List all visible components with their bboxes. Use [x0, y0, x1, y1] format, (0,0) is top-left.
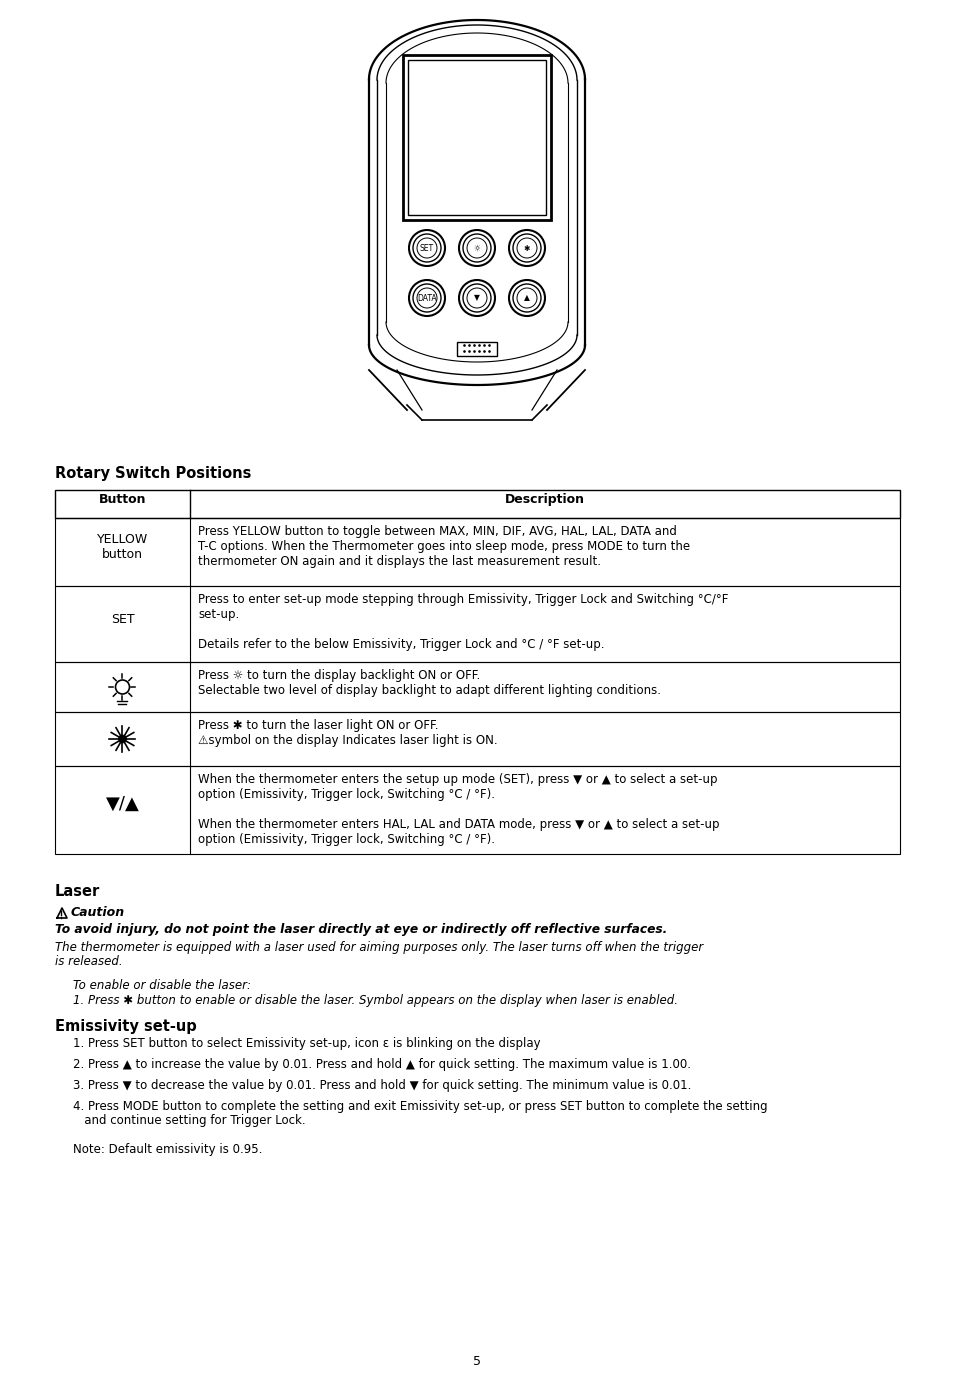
Text: ▼: ▼: [474, 293, 479, 303]
Bar: [402, 55, 551, 220]
Text: To avoid injury, do not point the laser directly at eye or indirectly off reflec: To avoid injury, do not point the laser …: [55, 923, 666, 936]
Text: ✱: ✱: [523, 243, 530, 253]
Text: To enable or disable the laser:: To enable or disable the laser:: [73, 978, 251, 992]
Bar: [55, 491, 899, 518]
Text: 2. Press ▲ to increase the value by 0.01. Press and hold ▲ for quick setting. Th: 2. Press ▲ to increase the value by 0.01…: [73, 1059, 690, 1071]
Bar: [55, 712, 899, 766]
Text: Laser: Laser: [55, 884, 100, 900]
Bar: [55, 518, 899, 586]
Text: Caution: Caution: [71, 907, 125, 919]
Text: When the thermometer enters the setup up mode (SET), press ▼ or ▲ to select a se: When the thermometer enters the setup up…: [198, 773, 719, 846]
Bar: [55, 662, 899, 712]
Text: SET: SET: [111, 612, 134, 626]
Text: ☼: ☼: [473, 243, 480, 253]
Text: ▼/▲: ▼/▲: [106, 795, 139, 813]
Text: 1. Press SET button to select Emissivity set-up, icon ε is blinking on the displ: 1. Press SET button to select Emissivity…: [73, 1036, 540, 1050]
Text: Emissivity set-up: Emissivity set-up: [55, 1019, 196, 1034]
Text: YELLOW
button: YELLOW button: [97, 533, 148, 561]
Text: 1. Press ✱ button to enable or disable the laser. Symbol appears on the display : 1. Press ✱ button to enable or disable t…: [73, 994, 678, 1007]
Text: DATA: DATA: [416, 293, 436, 303]
Text: 5: 5: [473, 1354, 480, 1368]
Bar: [55, 586, 899, 662]
Bar: [408, 59, 545, 216]
Text: Press ✱ to turn the laser light ON or OFF.
⚠symbol on the display Indicates lase: Press ✱ to turn the laser light ON or OF…: [198, 719, 497, 748]
Text: is released.: is released.: [55, 955, 123, 967]
Text: and continue setting for Trigger Lock.: and continue setting for Trigger Lock.: [73, 1114, 305, 1126]
Text: Press ☼ to turn the display backlight ON or OFF.
Selectable two level of display: Press ☼ to turn the display backlight ON…: [198, 669, 660, 697]
Text: The thermometer is equipped with a laser used for aiming purposes only. The lase: The thermometer is equipped with a laser…: [55, 941, 702, 954]
Text: 3. Press ▼ to decrease the value by 0.01. Press and hold ▼ for quick setting. Th: 3. Press ▼ to decrease the value by 0.01…: [73, 1079, 691, 1092]
Text: 4. Press MODE button to complete the setting and exit Emissivity set-up, or pres: 4. Press MODE button to complete the set…: [73, 1100, 767, 1113]
Text: Press YELLOW button to toggle between MAX, MIN, DIF, AVG, HAL, LAL, DATA and
T-C: Press YELLOW button to toggle between MA…: [198, 525, 689, 568]
Bar: [456, 341, 497, 357]
Bar: [55, 766, 899, 854]
Text: Press to enter set-up mode stepping through Emissivity, Trigger Lock and Switchi: Press to enter set-up mode stepping thro…: [198, 593, 727, 651]
Text: Rotary Switch Positions: Rotary Switch Positions: [55, 466, 251, 481]
Text: Button: Button: [99, 492, 146, 506]
Text: SET: SET: [419, 243, 434, 253]
Text: Description: Description: [504, 492, 584, 506]
Circle shape: [118, 735, 127, 744]
Text: Note: Default emissivity is 0.95.: Note: Default emissivity is 0.95.: [73, 1143, 262, 1155]
Text: ▲: ▲: [523, 293, 529, 303]
